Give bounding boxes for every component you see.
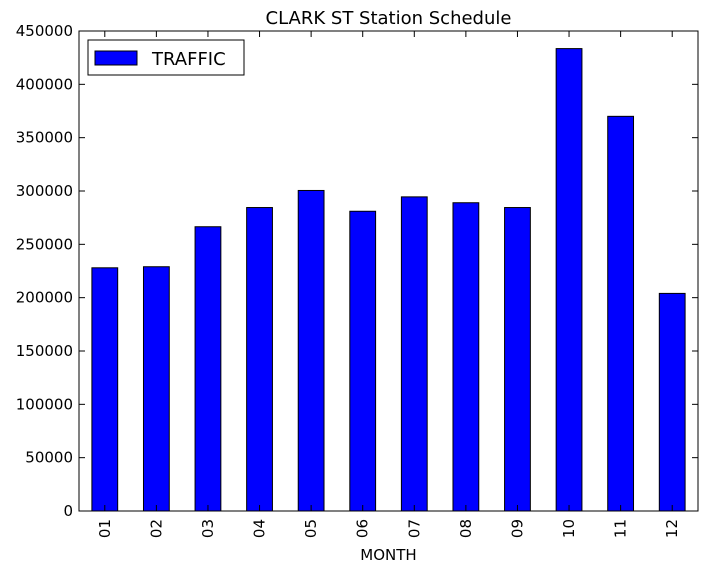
- x-tick-label-01: 01: [96, 519, 114, 538]
- bar-09: [504, 207, 531, 512]
- legend: TRAFFIC: [87, 39, 245, 76]
- y-tick-label: 450000: [16, 22, 73, 40]
- y-tick-label: 300000: [16, 182, 73, 200]
- x-axis-label: MONTH: [360, 546, 416, 564]
- y-tick-label: 0: [63, 502, 73, 520]
- bar-08: [452, 202, 480, 512]
- legend-swatch: [94, 50, 138, 66]
- bar-04: [246, 207, 273, 512]
- x-tick-label-07: 07: [405, 519, 423, 538]
- bar-01: [91, 267, 119, 512]
- y-tick-label: 100000: [16, 395, 73, 413]
- bar-05: [297, 189, 325, 512]
- y-tick-label: 350000: [16, 129, 73, 147]
- bar-11: [607, 115, 635, 512]
- y-tick-label: 400000: [16, 75, 73, 93]
- y-tick-label: 200000: [16, 289, 73, 307]
- bar-02: [142, 266, 170, 512]
- bars-group: [91, 48, 686, 512]
- y-axis: 0 50000 100000 150000 200000 250000 300000 3500…: [16, 22, 698, 520]
- x-tick-label-06: 06: [354, 519, 372, 538]
- y-tick-label: 150000: [16, 342, 73, 360]
- bar-12: [658, 292, 686, 512]
- plot-frame: [78, 30, 699, 512]
- bar-03: [194, 226, 222, 512]
- bar-06: [349, 210, 377, 512]
- x-tick-label-09: 09: [508, 519, 526, 538]
- x-tick-label-05: 05: [302, 519, 320, 538]
- legend-label-traffic: TRAFFIC: [151, 49, 226, 70]
- x-tick-label-10: 10: [560, 519, 578, 538]
- x-axis: 01 02 03 04 05 06 07 08 09 10 11 12: [96, 31, 681, 538]
- bar-07: [400, 196, 428, 512]
- x-tick-label-12: 12: [663, 519, 681, 538]
- x-tick-label-04: 04: [251, 519, 269, 538]
- y-tick-label: 50000: [25, 449, 73, 467]
- y-tick-label: 250000: [16, 235, 73, 253]
- x-tick-label-08: 08: [457, 519, 475, 538]
- x-tick-label-11: 11: [612, 519, 630, 538]
- bar-10: [555, 48, 583, 512]
- x-tick-label-02: 02: [147, 519, 165, 538]
- chart-title: CLARK ST Station Schedule: [266, 8, 512, 29]
- x-tick-label-03: 03: [199, 519, 217, 538]
